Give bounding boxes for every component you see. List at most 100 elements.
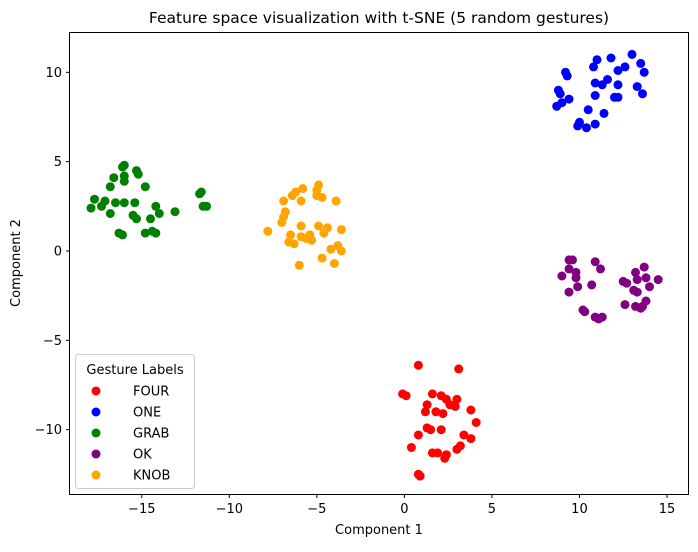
point-four: [466, 434, 476, 444]
point-ok: [636, 303, 646, 313]
legend-box: [75, 354, 195, 489]
point-ok: [587, 280, 597, 290]
point-ok: [573, 282, 583, 292]
y-tick-label: 0: [54, 244, 62, 259]
point-knob: [336, 225, 346, 235]
point-grab: [140, 228, 150, 238]
point-ok: [568, 255, 577, 265]
plot-area-frame: [69, 32, 689, 495]
point-grab: [119, 176, 129, 186]
point-ok: [639, 262, 649, 272]
legend-label: OK: [133, 448, 152, 463]
point-four: [422, 400, 432, 410]
point-knob: [287, 191, 297, 201]
point-four: [450, 401, 460, 411]
point-grab: [154, 209, 164, 218]
point-knob: [279, 196, 289, 206]
point-four: [454, 364, 464, 374]
point-four: [413, 360, 423, 370]
point-four: [471, 418, 481, 427]
point-knob: [289, 239, 299, 249]
point-ok: [622, 278, 632, 288]
point-grab: [111, 198, 120, 208]
y-tick-label: −10: [35, 423, 62, 438]
point-ok: [620, 300, 630, 310]
point-ok: [590, 257, 600, 267]
x-tick-label: 0: [400, 502, 408, 517]
point-four: [426, 425, 436, 435]
point-knob: [326, 244, 336, 254]
point-ok: [645, 282, 654, 292]
y-tick-label: 5: [54, 155, 62, 170]
legend-entry-grab: GRAB: [91, 427, 169, 442]
legend-entry-ok: OK: [91, 448, 152, 463]
series-four: [398, 360, 481, 481]
point-one: [589, 62, 598, 72]
point-one: [613, 66, 623, 75]
point-ok: [580, 307, 590, 317]
point-ok: [571, 273, 581, 283]
point-grab: [195, 189, 205, 199]
point-one: [613, 80, 623, 90]
chart-title: Feature space visualization with t-SNE (…: [149, 9, 609, 27]
point-grab: [146, 214, 155, 224]
point-one: [555, 89, 565, 99]
point-grab: [86, 203, 96, 213]
x-tick-label: −10: [216, 502, 243, 517]
point-grab: [151, 201, 161, 211]
legend-marker: [91, 428, 101, 438]
y-axis-label: Component 2: [9, 219, 24, 307]
point-knob: [294, 260, 304, 270]
y-tick-label: −5: [43, 334, 62, 349]
point-four: [433, 448, 443, 458]
point-knob: [331, 196, 341, 206]
point-grab: [140, 182, 150, 192]
point-ok: [557, 271, 567, 281]
point-one: [564, 94, 574, 104]
point-four: [452, 444, 462, 454]
x-tick-label: 5: [488, 502, 496, 517]
point-one: [592, 55, 602, 65]
legend-entries: FOUR ONE GRAB OK KNOB: [91, 385, 170, 484]
point-grab: [202, 201, 212, 211]
point-one: [636, 58, 646, 68]
point-ok: [564, 287, 574, 297]
point-one: [613, 92, 623, 102]
point-one: [552, 101, 562, 111]
point-four: [415, 471, 425, 481]
point-grab: [132, 214, 141, 224]
x-tick-label: 10: [571, 502, 588, 517]
point-knob: [277, 217, 287, 227]
legend-label: ONE: [133, 406, 161, 421]
series-ok: [557, 255, 663, 324]
legend-entry-four: FOUR: [91, 385, 169, 400]
series-grab: [86, 160, 212, 240]
point-four: [466, 405, 476, 415]
legend-marker: [91, 407, 101, 417]
point-one: [627, 49, 637, 59]
series-one: [552, 49, 649, 133]
point-one: [573, 121, 583, 131]
legend-entry-one: ONE: [91, 406, 161, 421]
point-ok: [632, 275, 642, 285]
x-tick-label: 15: [659, 502, 676, 517]
point-grab: [130, 198, 140, 208]
point-knob: [298, 184, 308, 193]
point-ok: [653, 275, 663, 285]
legend-label: FOUR: [133, 385, 169, 400]
legend-marker: [91, 470, 101, 480]
point-four: [436, 425, 446, 435]
point-knob: [336, 246, 346, 256]
point-grab: [105, 182, 115, 192]
legend-marker: [91, 449, 101, 459]
point-knob: [263, 226, 273, 236]
legend-label: GRAB: [133, 427, 169, 442]
point-four: [406, 443, 416, 452]
point-knob: [296, 221, 306, 231]
point-four: [452, 394, 462, 404]
legend-title: Gesture Labels: [86, 363, 183, 378]
legend-label: KNOB: [133, 469, 170, 484]
point-four: [440, 453, 450, 463]
point-knob: [314, 221, 324, 231]
